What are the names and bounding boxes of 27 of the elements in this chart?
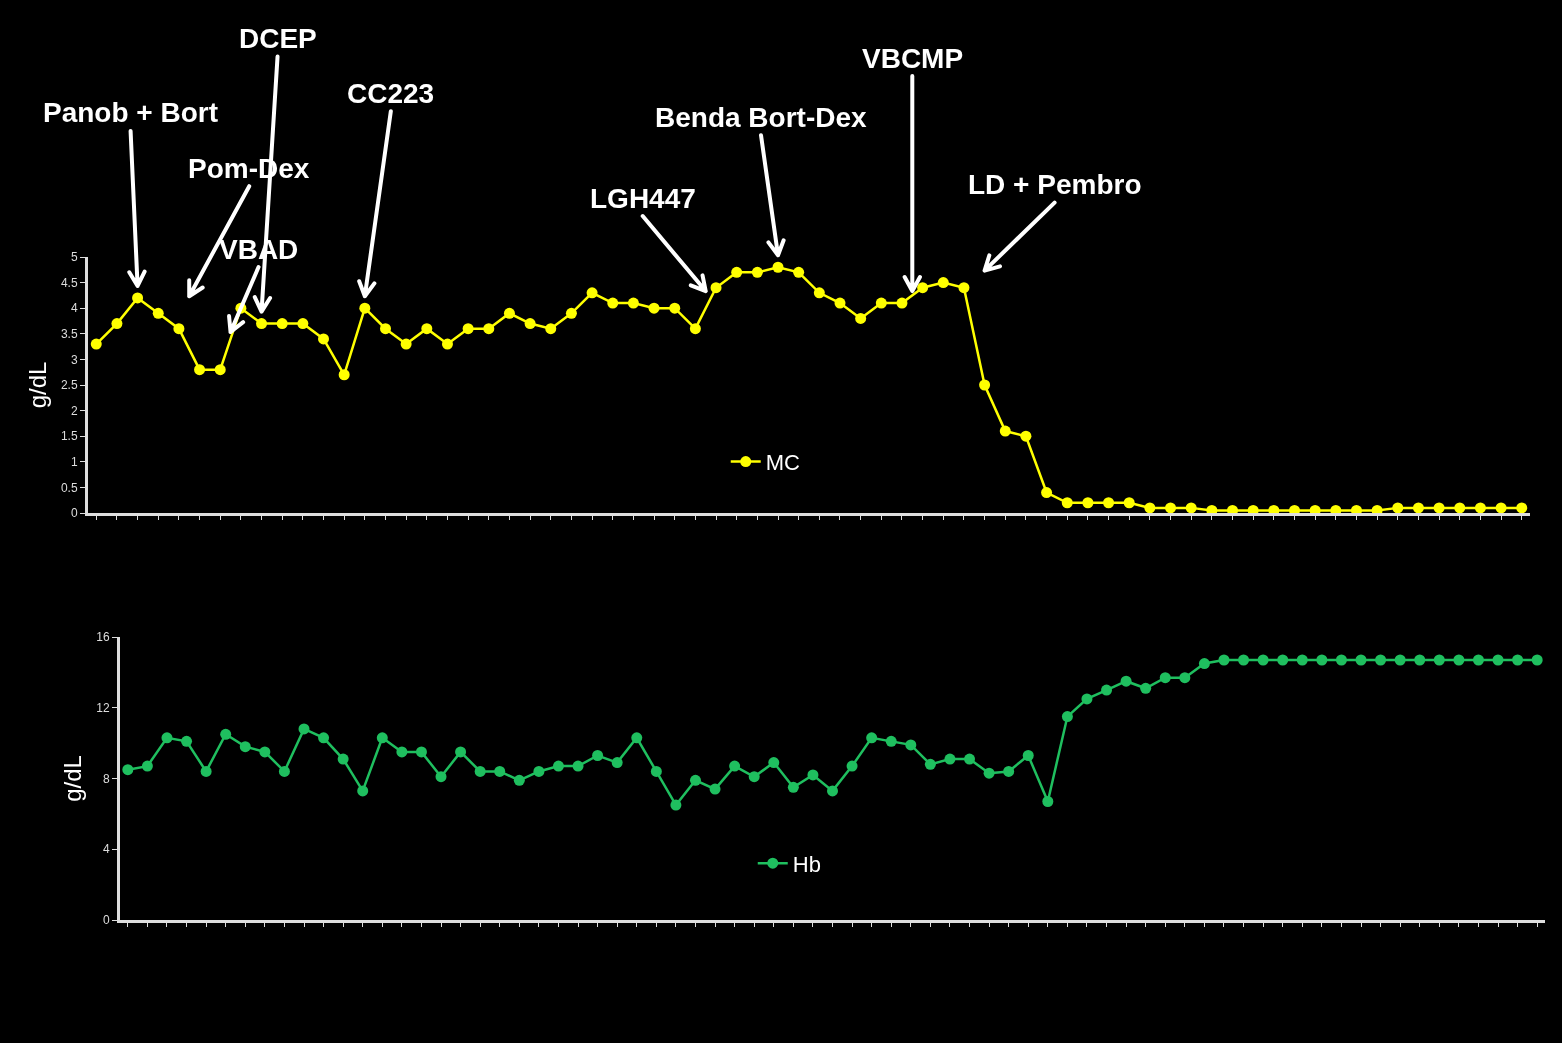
text: LD + Pembro [968,169,1142,200]
y-tick-label: 5 [70,250,78,265]
legend-label: Hb [792,851,821,877]
y-tick-label: 4.5 [60,275,78,290]
text: Benda Bort-Dex [655,102,868,133]
y-tick-label: 0 [70,506,78,521]
y-axis-title: g/dL [59,755,87,802]
legend-label: MC [765,450,801,476]
y-tick-label: 0.5 [60,480,78,495]
y-tick-label: 0 [102,913,110,928]
y-tick-label: 4 [102,842,110,857]
y-tick-label: 2.5 [60,378,78,393]
y-tick-label: 1 [70,455,78,469]
text: LGH447 [590,183,696,214]
y-tick-label: 1.5 [60,429,78,444]
y-tick-label: 3.5 [60,327,78,341]
y-tick-label: 2 [70,403,78,418]
text: VBCMP [862,43,964,74]
y-tick-label: 8 [102,771,110,786]
text: DCEP [239,23,317,54]
y-tick-label: 4 [70,301,78,316]
text: Panob + Bort [43,97,219,128]
y-tick-label: 3 [70,352,78,367]
y-axis-title: g/dL [24,361,52,409]
y-tick-label: 16 [96,630,110,645]
text: CC223 [347,78,435,109]
y-tick-label: 12 [96,700,110,715]
